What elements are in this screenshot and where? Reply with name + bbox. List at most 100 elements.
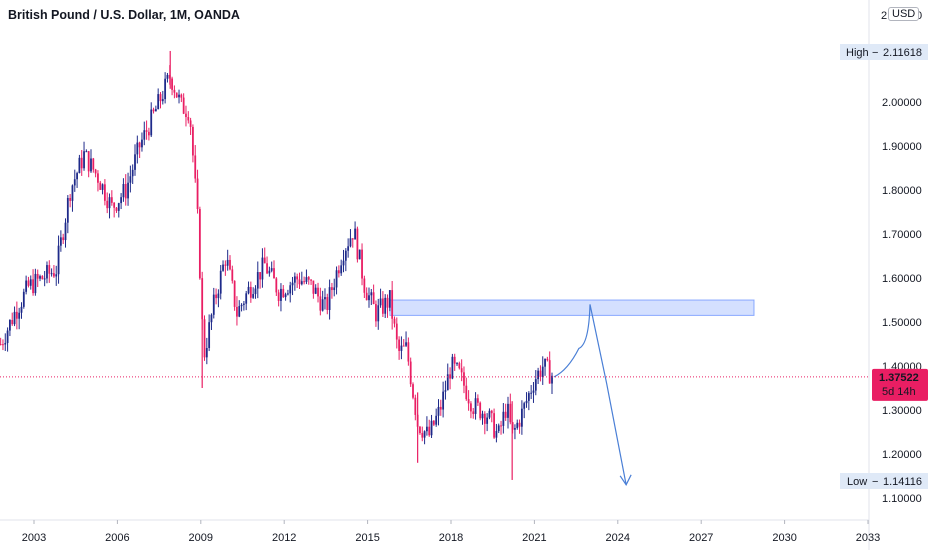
candle-body: [150, 109, 153, 136]
candle-body: [525, 400, 528, 404]
candle-body: [259, 272, 262, 280]
candle-body: [317, 287, 319, 297]
candle-body: [527, 393, 530, 401]
candle-body: [92, 158, 95, 170]
y-tick-label: 1.10000: [882, 493, 922, 505]
candle-body: [481, 413, 484, 419]
candle-body: [476, 398, 479, 403]
candle-body: [263, 257, 266, 264]
y-tick-label-top: 2: [881, 10, 887, 22]
candle-body: [442, 391, 445, 410]
candle-body: [287, 293, 289, 295]
candle-body: [551, 375, 553, 384]
candle-body: [337, 270, 340, 274]
candle-body: [231, 269, 234, 281]
candle-body: [365, 292, 368, 301]
x-tick-label: 2003: [22, 532, 46, 544]
target-zone[interactable]: [389, 299, 755, 316]
projection-curve[interactable]: [553, 304, 627, 485]
candle-body: [504, 411, 507, 418]
candle-body: [470, 403, 472, 412]
candle-body: [117, 203, 120, 211]
x-tick-label: 2018: [439, 532, 463, 544]
candle-body: [29, 279, 32, 286]
candle-body: [6, 330, 9, 344]
candle-body: [62, 237, 65, 241]
candle-body: [108, 197, 111, 209]
candle-body: [189, 120, 192, 127]
candle-body: [27, 280, 30, 286]
current-price-badge: [872, 368, 928, 401]
candle-body: [71, 185, 74, 201]
candle-body: [314, 287, 317, 294]
candle-body: [73, 179, 76, 186]
candle-body: [488, 410, 491, 418]
candle-body: [509, 403, 512, 423]
x-tick-label: 2012: [272, 532, 296, 544]
current-price-value: 1.37522: [879, 372, 919, 384]
candle-body: [94, 169, 97, 174]
candle-body: [486, 417, 489, 424]
candle-body: [268, 270, 271, 274]
candle-body: [497, 425, 500, 431]
candle-body: [187, 117, 190, 121]
candle-body: [59, 237, 62, 246]
candle-body: [400, 345, 403, 351]
candle-body: [328, 287, 331, 310]
candle-body: [421, 433, 424, 438]
candle-body: [430, 420, 433, 436]
candle-body: [412, 384, 414, 398]
candle-body: [465, 385, 468, 400]
currency-button[interactable]: USD: [888, 7, 920, 21]
x-tick-label: 2009: [189, 532, 213, 544]
high-value: 2.11618: [883, 47, 922, 59]
candle-body: [409, 361, 412, 385]
target-zone-rect[interactable]: [389, 299, 755, 316]
candle-body: [437, 406, 440, 416]
low-value: 1.14116: [883, 476, 922, 488]
projection-path[interactable]: [553, 304, 632, 486]
x-tick-label: 2027: [689, 532, 713, 544]
price-axis[interactable]: 1.100001.200001.300001.400001.500001.600…: [881, 10, 922, 505]
candle-body: [83, 151, 85, 169]
candle-body: [9, 320, 11, 331]
candle-body: [226, 259, 229, 266]
candle-body: [414, 397, 417, 415]
candle-body: [270, 268, 273, 271]
candle-body: [208, 322, 211, 349]
candle-body: [435, 415, 438, 425]
candle-body: [4, 343, 7, 345]
candle-body: [275, 278, 278, 293]
candle-body: [215, 294, 217, 299]
candle-body: [152, 109, 155, 112]
candle-body: [381, 298, 384, 314]
candle-body: [120, 197, 123, 204]
candle-body: [432, 420, 435, 425]
low-dash: −: [872, 476, 878, 488]
candle-body: [212, 294, 215, 315]
candle-body: [178, 94, 180, 98]
candle-body: [129, 176, 132, 183]
candle-body: [57, 245, 60, 275]
candle-body: [384, 297, 387, 314]
candle-body: [148, 131, 150, 136]
candle-body: [472, 411, 475, 414]
x-tick-label: 2021: [522, 532, 546, 544]
candle-body: [419, 426, 421, 434]
candle-body: [398, 339, 401, 351]
candle-body: [305, 277, 308, 282]
candle-body: [46, 265, 48, 279]
candle-body: [41, 276, 44, 280]
candle-body: [386, 297, 389, 308]
time-axis[interactable]: 2003 2006 2009 2012 2015 2018 2021 2024 2027 2030…: [22, 520, 880, 544]
candle-body: [368, 295, 370, 301]
candle-body: [296, 276, 299, 280]
candle-body: [64, 222, 67, 241]
candle-body: [423, 431, 426, 438]
candle-body: [136, 142, 139, 155]
candle-body: [233, 280, 236, 307]
candle-body: [516, 422, 519, 429]
candle-body: [198, 209, 201, 279]
candle-body: [180, 94, 183, 98]
